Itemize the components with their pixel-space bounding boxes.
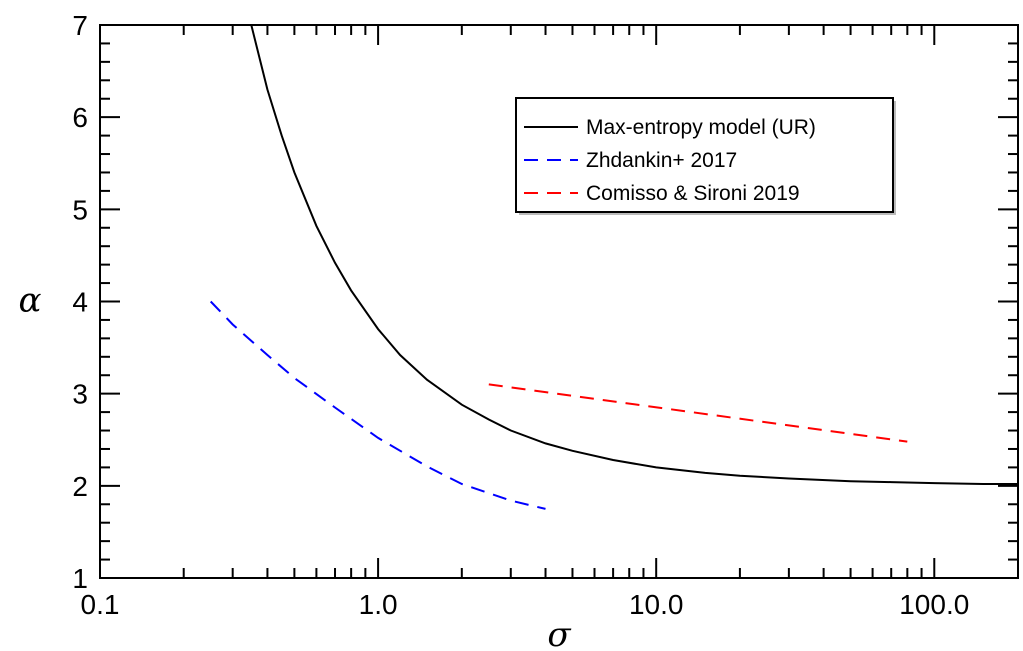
series-line-1 <box>209 300 546 510</box>
x-tick-label: 1.0 <box>359 589 398 620</box>
series-line-2 <box>488 383 908 443</box>
y-tick-label: 7 <box>72 10 88 41</box>
plot-frame <box>99 24 1019 579</box>
tick-labels: 0.1 1.0 10.0 100.0 1 2 3 4 5 6 7 <box>72 10 969 620</box>
y-tick-label: 5 <box>72 194 88 225</box>
x-axis-label: σ <box>547 615 571 651</box>
legend-box <box>515 97 894 213</box>
x-tick-label: 100.0 <box>899 589 969 620</box>
y-tick-label: 4 <box>72 287 88 318</box>
series-line-0 <box>250 24 1018 485</box>
x-tick-label: 0.1 <box>81 589 120 620</box>
legend: Max-entropy model (UR) Zhdankin+ 2017 Comi… <box>515 97 896 215</box>
legend-entry: Zhdankin+ 2017 <box>586 149 737 172</box>
legend-entry: Comisso & Sironi 2019 <box>586 182 800 205</box>
y-tick-label: 3 <box>72 379 88 410</box>
series-lines <box>209 24 1018 510</box>
x-tick-label: 10.0 <box>629 589 684 620</box>
y-tick-label: 1 <box>72 563 88 594</box>
legend-entry: Max-entropy model (UR) <box>586 116 816 139</box>
y-tick-label: 6 <box>72 102 88 133</box>
y-tick-label: 2 <box>72 471 88 502</box>
y-axis-label: α <box>19 281 42 321</box>
